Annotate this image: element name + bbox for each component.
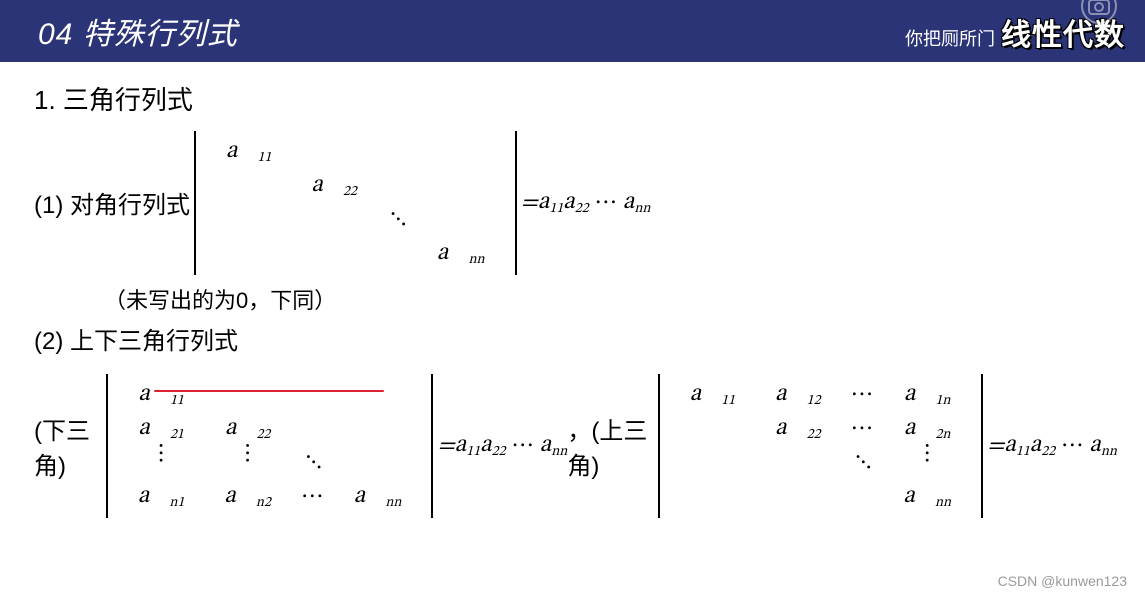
cell: a — [128, 413, 160, 443]
r: a — [540, 433, 552, 457]
rs: nn — [1101, 445, 1117, 459]
cell: a — [893, 481, 925, 511]
cell-sub: 22 — [797, 425, 831, 445]
r: a — [1030, 433, 1042, 457]
cell-sub: 1n — [926, 391, 961, 411]
result-upper: a11a22 ⋯ ann — [1004, 430, 1117, 461]
ddots: ⋱ — [841, 446, 884, 480]
item-1-note: （未写出的为0，下同） — [104, 283, 1117, 315]
cell: a — [765, 413, 797, 443]
item-2-row: (下三角) a11 a21a22 ⋮⋮⋱ an1an2⋯ann = a11a22… — [34, 374, 1117, 518]
cell: a — [128, 379, 160, 409]
cell: a — [427, 238, 459, 268]
diagonal-determinant: a11 a22 ⋱ ann — [194, 131, 517, 275]
cdots: ⋯ — [841, 412, 884, 446]
cell: a — [894, 379, 926, 409]
equals: = — [987, 431, 1004, 461]
cell-sub: 11 — [160, 391, 194, 411]
rs: nn — [551, 445, 567, 459]
r: a — [623, 190, 635, 214]
cell-sub: nn — [458, 250, 494, 270]
header-bar: 04 特殊行列式 你把厕所门 线性代数 — [0, 0, 1145, 62]
cell: a — [344, 481, 376, 511]
cell-sub: nn — [375, 493, 411, 513]
header-title: 04 特殊行列式 — [38, 9, 238, 53]
r: a — [1089, 433, 1101, 457]
lower-label: (下三角) — [34, 411, 102, 481]
cell: a — [765, 379, 797, 409]
equals: = — [521, 188, 538, 218]
r: a — [538, 190, 550, 214]
cdots: ⋯ — [594, 190, 617, 214]
result-lower: a11a22 ⋯ ann — [455, 430, 568, 461]
cdots: ⋯ — [841, 378, 884, 412]
rs: 11 — [549, 202, 563, 216]
cdots: ⋯ — [511, 433, 534, 457]
rs: nn — [634, 202, 650, 216]
cell-sub: 11 — [711, 391, 745, 411]
item-1-label: (1) 对角行列式 — [34, 185, 190, 220]
camera-icon — [1079, 0, 1119, 26]
lower-triangular-determinant: a11 a21a22 ⋮⋮⋱ an1an2⋯ann — [106, 374, 434, 518]
cell-sub: n2 — [246, 493, 281, 513]
cell-sub: n1 — [159, 493, 194, 513]
rs: 11 — [1016, 445, 1030, 459]
r: a — [563, 190, 575, 214]
cell: a — [214, 481, 246, 511]
r: a — [480, 433, 492, 457]
rs: 22 — [1041, 445, 1055, 459]
cell: a — [301, 170, 333, 200]
cell: a — [215, 413, 247, 443]
cell-sub: 12 — [797, 391, 831, 411]
upper-triangular-determinant: a11a12⋯a1n a22⋯a2n ⋱⋮ ann — [658, 374, 983, 518]
cell: a — [216, 136, 248, 166]
cell: a — [128, 481, 160, 511]
rs: 22 — [575, 202, 589, 216]
cell: a — [680, 379, 712, 409]
item-1-row: (1) 对角行列式 a11 a22 ⋱ ann = a11a22 ⋯ ann — [34, 131, 1117, 275]
header-right: 你把厕所门 线性代数 — [905, 10, 1125, 54]
ddots: ⋱ — [291, 446, 334, 480]
result: a11a22 ⋯ ann — [538, 187, 651, 218]
vdots: ⋮ — [883, 446, 971, 480]
upper-label: ，(上三角) — [567, 411, 653, 481]
cell-sub: nn — [925, 493, 961, 513]
cell: a — [894, 413, 926, 443]
section-heading: 1. 三角行列式 — [34, 80, 1117, 117]
vdots: ⋮ — [204, 446, 291, 480]
equals: = — [437, 431, 454, 461]
r: a — [1004, 433, 1016, 457]
item-2-label: (2) 上下三角行列式 — [34, 321, 1117, 356]
cdots: ⋯ — [291, 480, 334, 514]
header-right-small: 你把厕所门 — [905, 25, 995, 51]
content-area: 1. 三角行列式 (1) 对角行列式 a11 a22 ⋱ ann = a11a2… — [0, 62, 1145, 518]
r: a — [455, 433, 467, 457]
cell-sub: 11 — [248, 148, 282, 168]
vdots: ⋮ — [118, 446, 205, 480]
rs: 22 — [492, 445, 506, 459]
cdots: ⋯ — [1061, 433, 1084, 457]
rs: 11 — [466, 445, 480, 459]
ddots: ⋱ — [377, 203, 417, 237]
watermark: CSDN @kunwen123 — [998, 573, 1127, 589]
cell-sub: 22 — [333, 182, 367, 202]
